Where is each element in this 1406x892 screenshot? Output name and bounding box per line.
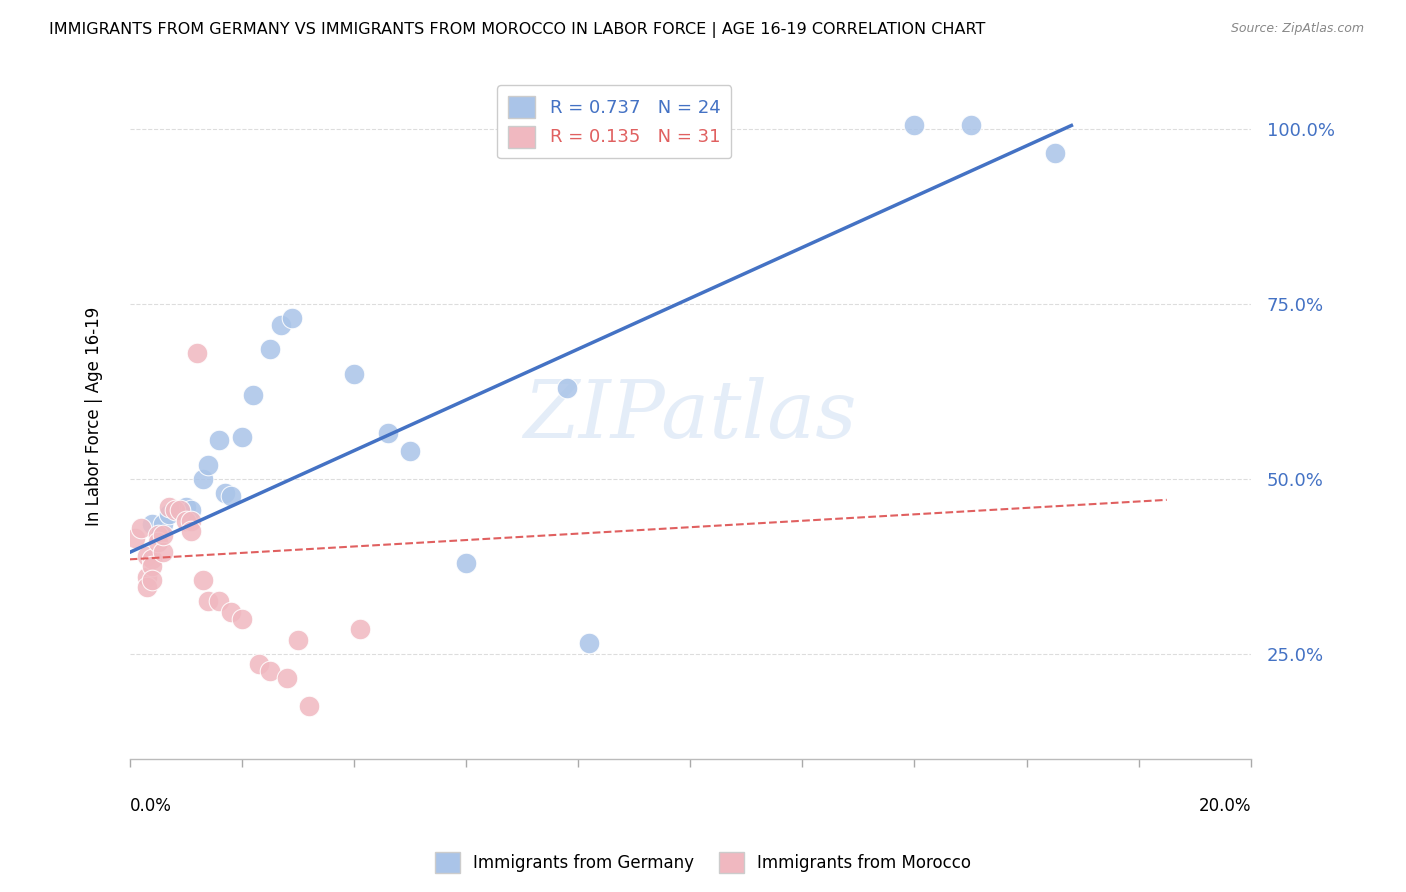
Point <box>169 503 191 517</box>
Point <box>191 472 214 486</box>
Point <box>135 549 157 563</box>
Point <box>152 545 174 559</box>
Y-axis label: In Labor Force | Age 16-19: In Labor Force | Age 16-19 <box>86 306 103 525</box>
Point <box>129 521 152 535</box>
Point <box>259 665 281 679</box>
Point <box>174 514 197 528</box>
Point <box>214 486 236 500</box>
Point <box>197 458 219 472</box>
Point <box>247 657 270 672</box>
Point <box>146 534 169 549</box>
Point <box>959 119 981 133</box>
Text: 20.0%: 20.0% <box>1198 797 1251 814</box>
Point <box>349 623 371 637</box>
Point <box>180 503 202 517</box>
Point <box>135 580 157 594</box>
Point <box>287 632 309 647</box>
Point <box>197 594 219 608</box>
Point <box>152 528 174 542</box>
Legend: Immigrants from Germany, Immigrants from Morocco: Immigrants from Germany, Immigrants from… <box>427 846 979 880</box>
Point <box>141 559 163 574</box>
Point <box>208 594 231 608</box>
Point <box>157 500 180 514</box>
Point <box>377 426 399 441</box>
Point <box>141 517 163 532</box>
Point <box>231 430 253 444</box>
Point <box>399 443 422 458</box>
Point <box>270 318 292 332</box>
Point <box>219 489 242 503</box>
Point <box>124 532 146 546</box>
Point <box>242 388 264 402</box>
Point <box>555 381 578 395</box>
Point <box>180 514 202 528</box>
Point <box>163 503 186 517</box>
Point <box>567 119 589 133</box>
Point <box>191 574 214 588</box>
Point <box>186 346 208 360</box>
Point <box>281 310 304 325</box>
Point <box>169 503 191 517</box>
Point <box>276 671 298 685</box>
Point <box>903 119 925 133</box>
Point <box>343 367 366 381</box>
Point <box>157 507 180 521</box>
Point <box>454 556 477 570</box>
Text: ZIPatlas: ZIPatlas <box>523 377 858 455</box>
Legend: R = 0.737   N = 24, R = 0.135   N = 31: R = 0.737 N = 24, R = 0.135 N = 31 <box>498 86 731 159</box>
Point <box>259 343 281 357</box>
Point <box>208 434 231 448</box>
Point <box>141 552 163 566</box>
Point <box>146 528 169 542</box>
Text: Source: ZipAtlas.com: Source: ZipAtlas.com <box>1230 22 1364 36</box>
Point <box>141 574 163 588</box>
Point <box>135 570 157 584</box>
Text: 0.0%: 0.0% <box>129 797 172 814</box>
Point <box>152 517 174 532</box>
Point <box>180 524 202 539</box>
Text: IMMIGRANTS FROM GERMANY VS IMMIGRANTS FROM MOROCCO IN LABOR FORCE | AGE 16-19 CO: IMMIGRANTS FROM GERMANY VS IMMIGRANTS FR… <box>49 22 986 38</box>
Point <box>174 500 197 514</box>
Point <box>231 612 253 626</box>
Point <box>1043 146 1066 161</box>
Point <box>219 605 242 619</box>
Point <box>578 636 600 650</box>
Point <box>298 699 321 714</box>
